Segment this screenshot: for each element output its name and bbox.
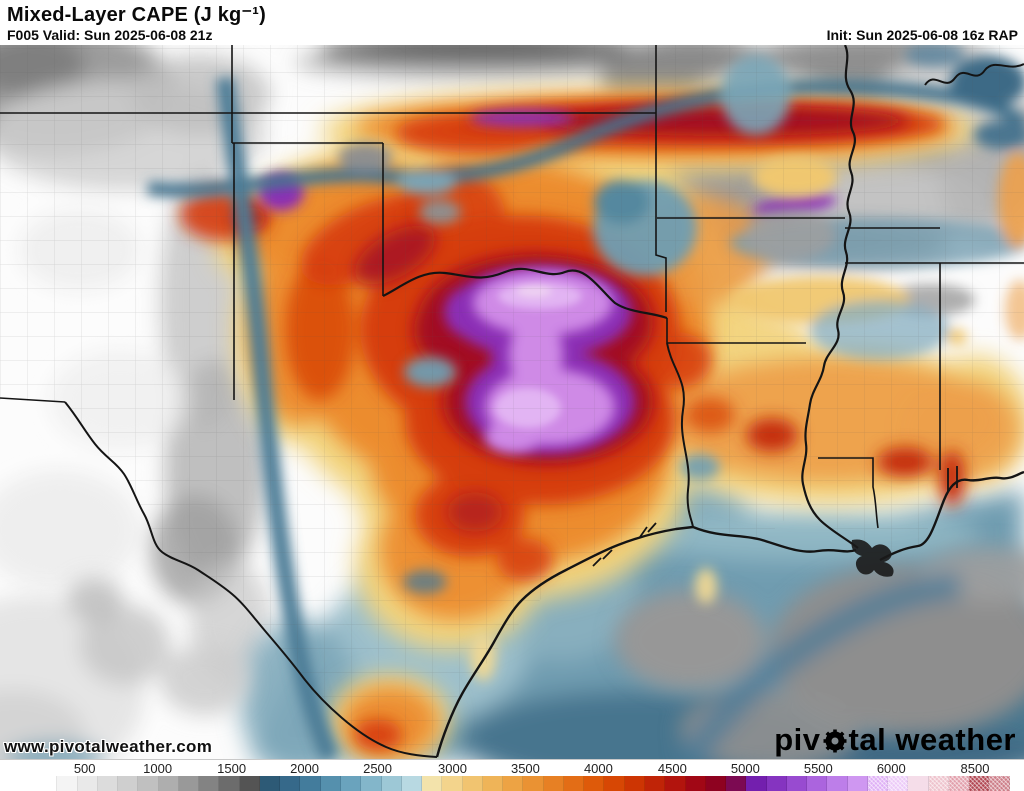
- colorbar-cell: [624, 776, 645, 791]
- colorbar-cell: [523, 776, 544, 791]
- page-title: Mixed-Layer CAPE (J kg⁻¹): [7, 4, 266, 26]
- colorbar-cell: [280, 776, 301, 791]
- state-borders: [0, 45, 1024, 529]
- colorbar-cell: [908, 776, 929, 791]
- colorbar-label: 3000: [438, 761, 467, 776]
- colorbar-cell: [827, 776, 848, 791]
- colorbar-cell: [726, 776, 747, 791]
- colorbar-cell: [482, 776, 504, 791]
- colorbar-cell: [422, 776, 443, 791]
- logo-text-tal-weather: tal weather: [848, 722, 1016, 757]
- colorbar-cell: [401, 776, 423, 791]
- colorbar-label: 4500: [657, 761, 687, 776]
- colorbar-cell: [665, 776, 686, 791]
- colorbar-cell: [948, 776, 970, 791]
- colorbar-cell: [989, 776, 1011, 791]
- colorbar-label: 5500: [803, 761, 833, 776]
- colorbar-cell: [77, 776, 98, 791]
- colorbar-cell: [158, 776, 179, 791]
- colorbar-cell: [178, 776, 200, 791]
- colorbar-cell: [361, 776, 382, 791]
- colorbar-cell: [97, 776, 119, 791]
- colorbar-cell: [442, 776, 463, 791]
- colorbar-cell: [888, 776, 909, 791]
- colorbar-cell: [644, 776, 666, 791]
- init-time-label: Init: Sun 2025-06-08 16z RAP: [826, 27, 1018, 43]
- colorbar-cell: [118, 776, 139, 791]
- colorbar-label: 1500: [217, 761, 247, 776]
- colorbar-cell: [503, 776, 524, 791]
- rio-grande-river: [64, 401, 438, 758]
- colorbar-cell: [563, 776, 585, 791]
- colorbar-cell: [543, 776, 564, 791]
- colorbar-label: 8500: [960, 761, 990, 776]
- watermark-text: www.pivotalweather.com: [4, 737, 213, 756]
- colorbar-labels: 500 1000 1500 2000 2500 3000 3500 4000 4500 5000 5…: [37, 760, 1010, 776]
- cape-map: www.pivotalweather.com piv tal weather: [0, 45, 1024, 759]
- colorbar-cell: [786, 776, 808, 791]
- colorbar-cell: [604, 776, 625, 791]
- title-bar: Mixed-Layer CAPE (J kg⁻¹) F005 Valid: Su…: [0, 0, 1024, 45]
- colorbar-cell: [37, 776, 58, 791]
- gear-icon: [822, 728, 848, 754]
- colorbar-label: 3500: [510, 761, 540, 776]
- colorbar-cell: [320, 776, 341, 791]
- colorbar-cell: [381, 776, 402, 791]
- colorbar-cell: [57, 776, 78, 791]
- colorbar-cell: [462, 776, 483, 791]
- colorbar-cell: [847, 776, 868, 791]
- colorbar-cell: [746, 776, 767, 791]
- colorbar-label: 2500: [363, 761, 393, 776]
- mississippi-delta: [851, 539, 894, 577]
- colorbar-cell: [928, 776, 950, 791]
- map-canvas: [0, 45, 1024, 759]
- colorbar-cell: [685, 776, 706, 791]
- colorbar-cell: [867, 776, 889, 791]
- colorbar-footer: 500 1000 1500 2000 2500 3000 3500 4000 4500 5000 5…: [0, 759, 1024, 791]
- colorbar-label: 5000: [730, 761, 760, 776]
- colorbar-cell: [300, 776, 321, 791]
- colorbar-cell: [766, 776, 787, 791]
- mississippi-river: [801, 45, 859, 549]
- valid-time-label: F005 Valid: Sun 2025-06-08 21z: [7, 27, 213, 43]
- colorbar-label: 1000: [143, 761, 173, 776]
- logo-text-piv: piv: [774, 722, 821, 757]
- colorbar-cell: [340, 776, 362, 791]
- colorbar-cell: [239, 776, 260, 791]
- colorbar-label: 6000: [876, 761, 906, 776]
- colorbar-label: 2000: [290, 761, 320, 776]
- colorbar-cell: [705, 776, 727, 791]
- pivotal-weather-logo: piv tal weather: [774, 724, 1016, 755]
- colorbar-cell: [259, 776, 281, 791]
- colorbar-cells: [37, 776, 1011, 791]
- colorbar-cell: [584, 776, 605, 791]
- colorbar-label: 4000: [583, 761, 613, 776]
- gulf-coastline: [435, 466, 1024, 758]
- colorbar-cell: [219, 776, 240, 791]
- colorbar-cell: [969, 776, 990, 791]
- colorbar-cell: [138, 776, 159, 791]
- colorbar-cell: [807, 776, 828, 791]
- colorbar-cell: [199, 776, 220, 791]
- colorbar-label: 500: [73, 761, 96, 776]
